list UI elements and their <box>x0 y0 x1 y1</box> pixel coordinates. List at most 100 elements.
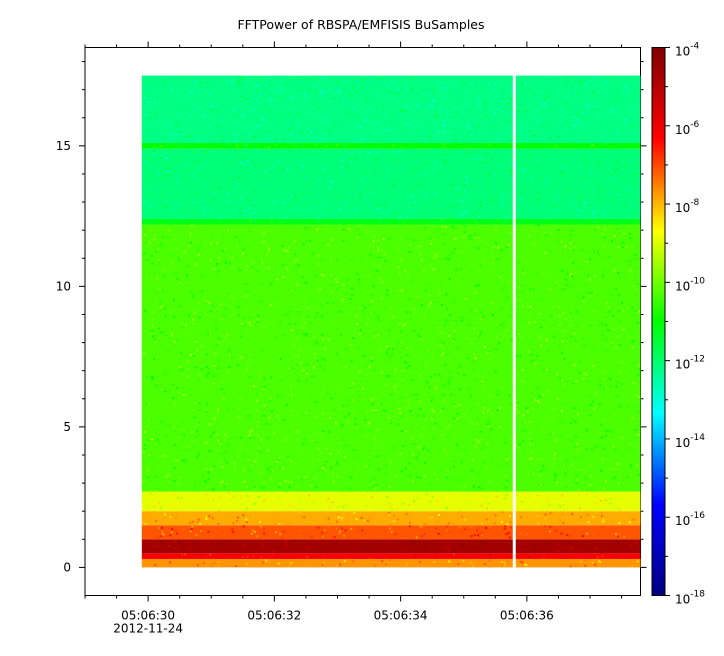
spectrum-texture <box>570 338 573 341</box>
spectrum-texture <box>407 365 410 368</box>
spectrum-texture <box>345 292 348 295</box>
spectrum-texture <box>192 541 195 544</box>
spectrum-texture <box>561 340 564 343</box>
spectrum-texture <box>585 448 588 451</box>
spectrum-texture <box>522 270 525 273</box>
spectrum-texture <box>464 165 467 168</box>
spectrum-texture <box>304 79 307 82</box>
spectrum-texture <box>156 190 159 193</box>
spectrum-texture <box>392 401 395 404</box>
spectrum-texture <box>201 474 204 477</box>
spectrum-texture <box>370 359 373 362</box>
spectrum-texture <box>143 516 146 519</box>
spectrum-texture <box>341 243 344 246</box>
spectrum-texture <box>459 426 462 429</box>
spectrum-texture <box>212 543 215 546</box>
spectrum-texture <box>254 220 257 223</box>
spectrum-texture <box>160 526 163 529</box>
spectrum-texture <box>381 560 384 563</box>
spectrum-texture <box>174 133 177 136</box>
spectrum-texture <box>172 299 175 302</box>
spectrum-texture <box>597 504 600 507</box>
spectrum-texture <box>470 395 473 398</box>
spectrum-texture <box>391 116 394 119</box>
spectrum-texture <box>607 255 610 258</box>
spectrum-texture <box>144 87 147 90</box>
spectrum-texture <box>549 525 552 528</box>
spectrum-texture <box>383 409 386 412</box>
spectrum-texture <box>455 418 458 421</box>
spectrum-texture <box>185 185 188 188</box>
spectrum-texture <box>255 88 258 91</box>
spectrum-texture <box>604 421 607 424</box>
spectrum-texture <box>372 481 375 484</box>
spectrum-texture <box>516 387 519 390</box>
spectrum-texture <box>252 136 255 139</box>
spectrum-texture <box>252 503 255 506</box>
spectrum-texture <box>407 273 410 276</box>
spectrum-texture <box>620 476 623 479</box>
spectrum-texture <box>585 161 588 164</box>
spectrum-texture <box>559 120 562 123</box>
spectrum-texture <box>594 210 597 213</box>
spectrum-texture <box>436 326 439 329</box>
spectrum-texture <box>618 310 621 313</box>
spectrum-texture <box>596 556 599 559</box>
spectrum-texture <box>307 160 310 163</box>
spectrum-texture <box>283 249 286 252</box>
spectrum-texture <box>150 164 153 167</box>
spectrum-texture <box>463 136 466 139</box>
spectrum-texture <box>236 516 239 519</box>
spectrum-texture <box>356 546 359 549</box>
spectrum-texture <box>367 187 370 190</box>
spectrum-texture <box>410 89 413 92</box>
spectrum-texture <box>177 247 180 250</box>
spectrum-texture <box>453 238 456 241</box>
spectrum-texture <box>629 269 632 272</box>
spectrum-texture <box>448 277 451 280</box>
spectrum-texture <box>248 173 251 176</box>
spectrum-texture <box>307 186 310 189</box>
spectrum-texture <box>371 209 374 212</box>
spectrum-texture <box>339 183 342 186</box>
spectrum-texture <box>381 112 384 115</box>
spectrum-texture <box>547 350 550 353</box>
spectrum-texture <box>528 321 531 324</box>
spectrum-texture <box>387 170 390 173</box>
spectrum-texture <box>387 374 390 377</box>
spectrum-texture <box>313 352 316 355</box>
spectrum-texture <box>626 463 629 466</box>
spectrum-texture <box>406 87 409 90</box>
spectrum-texture <box>451 375 454 378</box>
spectrum-texture <box>582 284 585 287</box>
spectrum-texture <box>289 503 292 506</box>
spectrum-texture <box>592 561 595 564</box>
spectrum-texture <box>592 219 595 222</box>
spectrum-texture <box>463 373 466 376</box>
spectrum-texture <box>447 522 450 525</box>
spectrum-texture <box>536 458 539 461</box>
spectrum-texture <box>479 282 482 285</box>
spectrum-texture <box>172 315 175 318</box>
spectrum-texture <box>474 547 477 550</box>
spectrum-texture <box>290 385 293 388</box>
spectrum-texture <box>193 416 196 419</box>
spectrum-texture <box>594 291 597 294</box>
spectrum-texture <box>346 209 349 212</box>
spectrum-texture <box>494 112 497 115</box>
spectrum-texture <box>395 507 398 510</box>
spectrum-texture <box>206 178 209 181</box>
spectrum-texture <box>620 383 623 386</box>
spectrum-texture <box>570 204 573 207</box>
spectrum-texture <box>516 401 519 404</box>
spectrum-texture <box>361 189 364 192</box>
spectrum-texture <box>407 205 410 208</box>
spectrum-texture <box>340 426 343 429</box>
spectrum-texture <box>305 332 308 335</box>
spectrum-texture <box>517 420 520 423</box>
spectrum-texture <box>532 92 535 95</box>
spectrum-texture <box>493 174 496 177</box>
spectrum-texture <box>464 232 467 235</box>
spectrum-texture <box>419 561 422 564</box>
spectrum-texture <box>321 357 324 360</box>
